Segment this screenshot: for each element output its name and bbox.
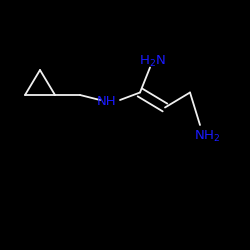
Text: NH$_2$: NH$_2$ <box>194 129 220 144</box>
Text: NH: NH <box>96 95 116 108</box>
Text: H$_2$N: H$_2$N <box>139 54 166 69</box>
